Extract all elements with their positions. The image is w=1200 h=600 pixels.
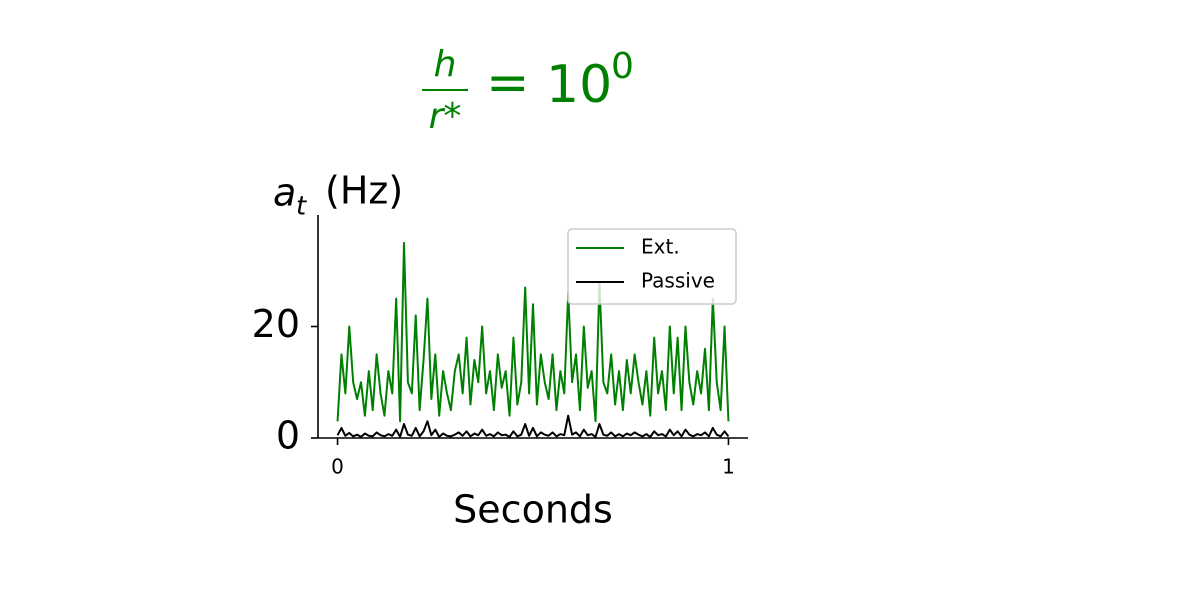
- x-tick-label: 1: [722, 455, 735, 479]
- title-equals: =: [486, 53, 530, 113]
- legend: Ext. Passive: [567, 228, 737, 305]
- y-axis-label: a t (Hz): [273, 169, 403, 222]
- title-rhs: 10: [546, 55, 612, 115]
- title-numerator: h: [434, 44, 457, 85]
- series-line: [336, 241, 730, 423]
- title-denominator: r*: [429, 96, 462, 137]
- y-label-subscript: t: [296, 192, 307, 222]
- title-exponent: 0: [611, 46, 634, 87]
- y-label-symbol: a: [273, 171, 296, 215]
- x-axis-label: Seconds: [453, 488, 613, 532]
- y-tick-label: 0: [276, 414, 300, 458]
- y-label-unit: (Hz): [325, 169, 403, 213]
- series-line: [336, 414, 730, 438]
- chart-title: h r* = 10 0: [422, 44, 634, 137]
- y-tick-label: 20: [252, 302, 300, 346]
- legend-label: Ext.: [641, 235, 680, 259]
- legend-label: Passive: [641, 269, 715, 293]
- x-tick-label: 0: [331, 455, 344, 479]
